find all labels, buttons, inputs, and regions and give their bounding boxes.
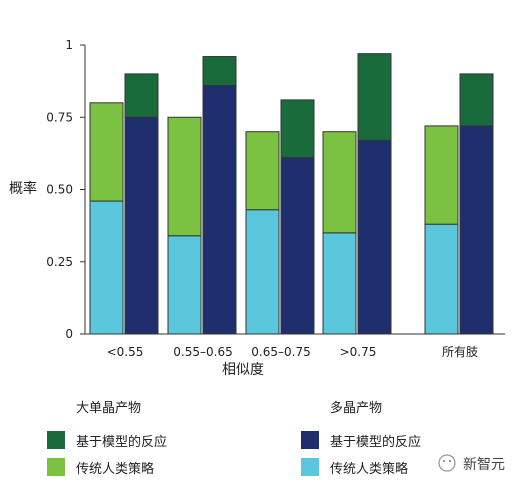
- bar-large-model: [424, 125, 459, 225]
- x-tick-label: 0.55–0.65: [173, 345, 232, 359]
- bar-large-model: [167, 116, 202, 237]
- x-tick-label: 所有肢: [442, 344, 478, 359]
- legend-label-large-traditional: 传统人类策略: [76, 461, 154, 477]
- x-tick-label: 0.65–0.75: [251, 345, 310, 359]
- bar-poly-top: [202, 56, 237, 86]
- bar-large-traditional: [245, 209, 280, 335]
- bar-large-traditional: [167, 235, 202, 335]
- bar-poly-top: [357, 53, 392, 141]
- bar-poly-top: [280, 99, 315, 159]
- bars-layer: [89, 53, 494, 335]
- watermark-icon-dot-2: [448, 459, 452, 463]
- legend-swatch-poly-model: [301, 431, 319, 449]
- bar-large-traditional: [89, 200, 124, 335]
- legend-swatch-poly-traditional: [301, 458, 319, 476]
- y-tick-label: 0.75: [46, 110, 73, 124]
- legend-swatch-large-model: [47, 431, 65, 449]
- bar-poly-model: [280, 157, 315, 335]
- legend-polycrystal-title: 多晶产物: [330, 400, 382, 416]
- legend: 大单晶产物 多晶产物 基于模型的反应 传统人类策略 基于模型的反应 传统人类策略: [47, 400, 421, 477]
- bar-large-model: [322, 131, 357, 234]
- x-tick-label: <0.55: [107, 345, 144, 359]
- bar-large-model: [89, 102, 124, 202]
- bar-poly-model: [459, 125, 494, 335]
- bar-poly-model: [357, 139, 392, 335]
- watermark: 新智元: [438, 454, 505, 473]
- x-axis-title: 相似度: [222, 362, 264, 378]
- legend-label-poly-traditional: 传统人类策略: [330, 461, 408, 477]
- x-tick-label: >0.75: [340, 345, 377, 359]
- bar-large-traditional: [424, 223, 459, 335]
- labels-layer: 0 0.25 0.50 0.75 1 <0.55 0.55–0.65 0.65–0.75 >0.…: [46, 38, 478, 359]
- bar-large-traditional: [322, 232, 357, 335]
- bar-poly-model: [124, 116, 159, 335]
- legend-swatch-large-traditional: [47, 458, 65, 476]
- y-axis-title: 概率: [9, 180, 37, 197]
- y-tick-label: 0.50: [46, 183, 73, 197]
- legend-label-poly-model: 基于模型的反应: [330, 434, 421, 450]
- bar-poly-model: [202, 84, 237, 335]
- bar-poly-top: [459, 73, 494, 127]
- legend-label-large-model: 基于模型的反应: [76, 434, 167, 450]
- watermark-text: 新智元: [463, 457, 505, 473]
- watermark-icon: [438, 454, 456, 472]
- y-tick-label: 0.25: [46, 255, 73, 269]
- bar-large-model: [245, 131, 280, 211]
- legend-large-crystal-title: 大单晶产物: [76, 401, 141, 416]
- y-tick-label: 1: [65, 38, 73, 52]
- y-tick-label: 0: [65, 327, 73, 341]
- watermark-icon-dot: [442, 459, 446, 463]
- bar-poly-top: [124, 73, 159, 118]
